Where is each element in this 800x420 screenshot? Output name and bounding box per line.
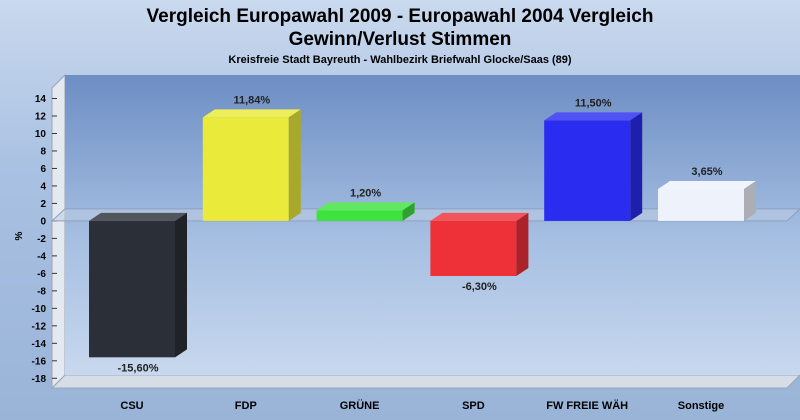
x-category-label: Sonstige bbox=[678, 400, 724, 412]
y-tick-label: -16 bbox=[32, 356, 47, 367]
bar-front bbox=[89, 220, 175, 358]
y-tick-label: 14 bbox=[35, 94, 47, 105]
bar-front bbox=[658, 188, 744, 221]
bar-top bbox=[316, 202, 415, 211]
x-category-label: FDP bbox=[235, 400, 257, 412]
y-tick-label: -6 bbox=[37, 269, 46, 280]
data-label: 1,20% bbox=[350, 187, 381, 199]
bar-front bbox=[202, 117, 289, 221]
y-tick-label: -4 bbox=[37, 251, 46, 262]
bar-top bbox=[544, 112, 643, 121]
bar-side bbox=[630, 112, 643, 221]
bar-fw-freie-w-h: 11,50% bbox=[544, 97, 643, 221]
bar-front bbox=[316, 210, 403, 221]
x-category-label: SPD bbox=[462, 400, 485, 412]
y-tick-label: 6 bbox=[40, 164, 46, 175]
y-tick-label: -14 bbox=[32, 339, 47, 350]
bar-side bbox=[516, 212, 529, 276]
plot-side-wall bbox=[51, 73, 66, 390]
bar-gr-ne: 1,20% bbox=[316, 187, 415, 221]
y-tick-label: 8 bbox=[40, 146, 46, 157]
bar-side bbox=[402, 202, 415, 221]
plot-floor bbox=[50, 374, 800, 389]
y-tick-label: 10 bbox=[35, 129, 47, 140]
data-label: 3,65% bbox=[691, 166, 722, 178]
y-tick-label: 0 bbox=[40, 216, 46, 227]
y-tick-label: -8 bbox=[37, 286, 46, 297]
y-tick-label: -2 bbox=[37, 234, 46, 245]
x-category-label: CSU bbox=[120, 400, 143, 412]
y-tick-label: 2 bbox=[40, 199, 46, 210]
y-tick-label: -10 bbox=[32, 304, 47, 315]
data-label: 11,84% bbox=[233, 94, 270, 106]
y-tick-label: 12 bbox=[35, 111, 47, 122]
x-category-label: GRÜNE bbox=[340, 399, 380, 412]
x-category-label: FW FREIE WÄH bbox=[546, 399, 628, 412]
chart-title-line-2: Gewinn/Verlust Stimmen bbox=[289, 29, 512, 50]
bar-top bbox=[658, 180, 756, 189]
bar-fdp: 11,84% bbox=[202, 94, 301, 221]
bar-top bbox=[202, 109, 301, 118]
bar-csu: -15,60% bbox=[89, 212, 187, 374]
bar-front bbox=[544, 120, 631, 221]
y-tick-label: -12 bbox=[32, 321, 47, 332]
y-axis-label: % bbox=[14, 231, 25, 240]
chart-title-line-1: Vergleich Europawahl 2009 - Europawahl 2… bbox=[147, 6, 654, 27]
bar-top bbox=[89, 212, 187, 221]
chart-subtitle: Kreisfreie Stadt Bayreuth - Wahlbezirk B… bbox=[228, 54, 571, 66]
data-label: 11,50% bbox=[575, 97, 612, 109]
bar-sonstige: 3,65% bbox=[658, 166, 756, 221]
bar-spd: -6,30% bbox=[430, 212, 529, 293]
bar-front bbox=[430, 220, 517, 276]
bar-side bbox=[288, 109, 301, 221]
bar-side bbox=[744, 180, 756, 221]
bar-top bbox=[430, 212, 529, 221]
bar-side bbox=[175, 212, 187, 358]
y-tick-label: -18 bbox=[32, 374, 47, 385]
category-labels: CSU FDP GRÜNE SPD FW FREIE WÄH Sonstige bbox=[120, 399, 724, 412]
data-label: -6,30% bbox=[462, 281, 497, 293]
y-tick-label: 4 bbox=[40, 181, 46, 192]
bars: -15,60% 11,84% 1,20% -6,30% 11,50% 3,65% bbox=[89, 94, 756, 374]
data-label: -15,60% bbox=[118, 362, 159, 374]
